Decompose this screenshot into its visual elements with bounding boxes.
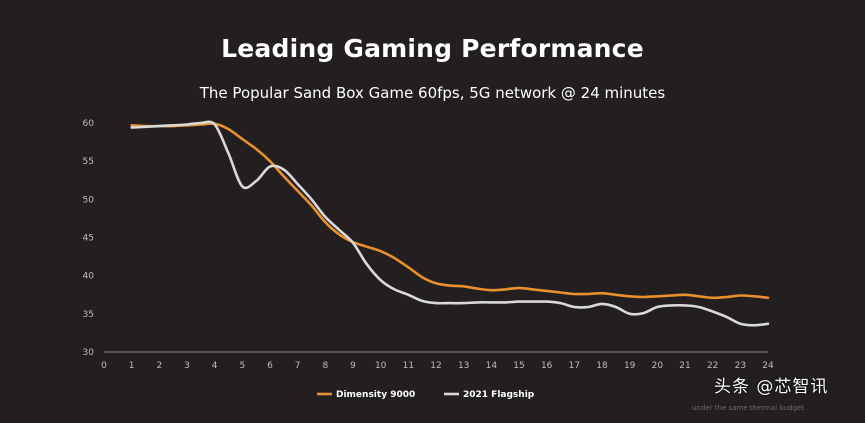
y-tick-label: 55 <box>83 157 94 167</box>
x-tick-label: 19 <box>624 361 636 371</box>
chart-subtitle: The Popular Sand Box Game 60fps, 5G netw… <box>199 84 666 102</box>
y-tick-label: 35 <box>83 310 94 320</box>
x-tick-label: 18 <box>596 361 608 371</box>
legend-label-1: Dimensity 9000 <box>336 390 415 400</box>
x-tick-label: 15 <box>513 361 524 371</box>
x-tick-label: 2 <box>156 361 162 371</box>
x-tick-label: 10 <box>375 361 387 371</box>
y-tick-label: 40 <box>83 272 95 282</box>
y-tick-label: 30 <box>83 348 95 358</box>
chart-title: Leading Gaming Performance <box>221 34 644 63</box>
x-tick-label: 8 <box>322 361 328 371</box>
footnote: under the same thermal budget <box>692 404 805 412</box>
x-tick-label: 14 <box>486 361 498 371</box>
x-tick-label: 17 <box>569 361 580 371</box>
y-tick-label: 50 <box>83 195 95 205</box>
x-tick-label: 13 <box>458 361 469 371</box>
x-tick-label: 21 <box>679 361 690 371</box>
x-tick-label: 24 <box>762 361 774 371</box>
x-tick-label: 16 <box>541 361 553 371</box>
x-tick-label: 12 <box>430 361 441 371</box>
x-tick-label: 5 <box>239 361 245 371</box>
x-tick-label: 6 <box>267 361 273 371</box>
legend-label-2: 2021 Flagship <box>463 390 535 400</box>
series-line-2 <box>130 120 770 327</box>
x-tick-label: 1 <box>129 361 135 371</box>
x-tick-label: 0 <box>101 361 107 371</box>
x-tick-label: 20 <box>652 361 664 371</box>
x-tick-label: 4 <box>212 361 218 371</box>
x-tick-label: 3 <box>184 361 190 371</box>
x-tick-label: 7 <box>295 361 301 371</box>
watermark: 头条 @芯智讯 <box>714 377 829 397</box>
y-tick-label: 45 <box>83 234 94 244</box>
series-line-1 <box>130 122 770 300</box>
y-tick-label: 60 <box>83 119 95 129</box>
x-tick-label: 23 <box>735 361 746 371</box>
x-tick-label: 22 <box>707 361 718 371</box>
x-tick-label: 11 <box>403 361 414 371</box>
x-tick-label: 9 <box>350 361 356 371</box>
